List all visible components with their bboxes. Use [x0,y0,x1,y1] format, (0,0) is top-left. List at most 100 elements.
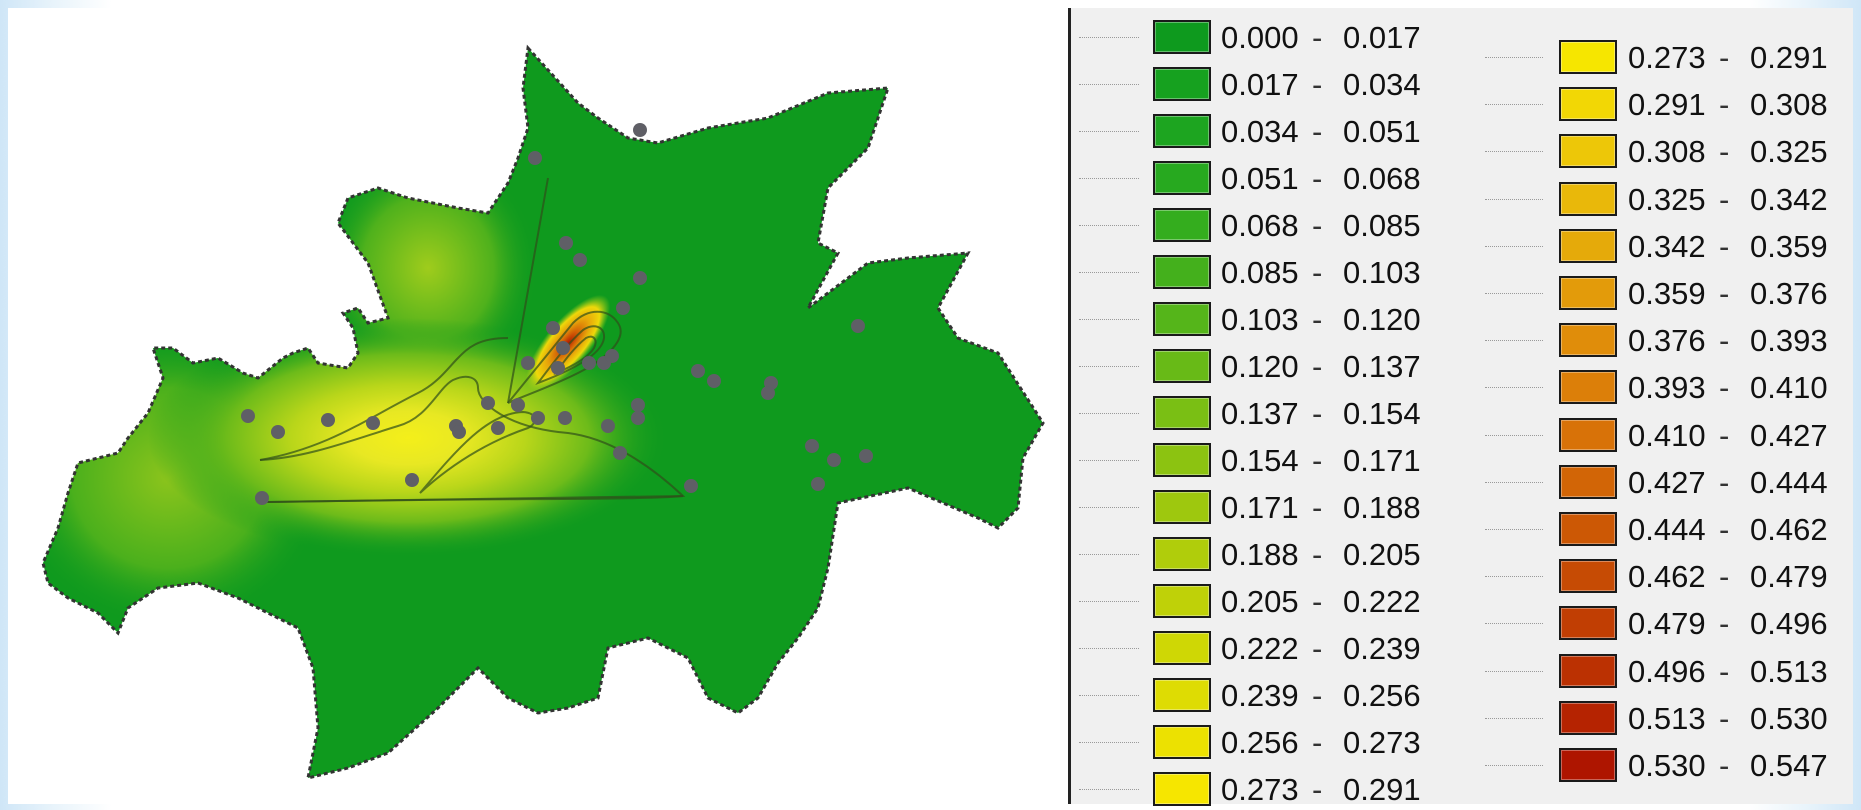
legend-leader-line [1485,623,1543,625]
legend-panel: 0.000-0.017 0.017-0.034 0.034-0.051 0.051-0… [1071,8,1853,807]
legend-item: 0.273-0.291 [1071,38,1853,78]
legend-item: 0.291-0.308 [1071,85,1853,125]
legend-item: 0.393-0.410 [1071,368,1853,408]
sample-point [859,449,873,463]
legend-range-separator: - [1312,302,1323,337]
legend-range-max: 0.051 [1343,114,1421,149]
legend-range-separator: - [1719,323,1730,359]
legend-range-max: 0.291 [1343,772,1421,807]
legend-range-max: 0.291 [1750,40,1828,75]
legend-range-separator: - [1312,114,1323,149]
legend-range-max: 0.479 [1750,559,1828,595]
legend-range-max: 0.171 [1343,443,1421,478]
legend-range-min: 0.530 [1628,748,1706,783]
sample-point [511,398,525,412]
legend-range-max: 0.222 [1343,584,1421,619]
legend-leader-line [1079,554,1139,555]
legend-range-min: 0.154 [1221,443,1299,478]
legend-swatch [1153,631,1211,665]
legend-range-min: 0.496 [1628,653,1706,689]
legend-range-max: 0.325 [1750,134,1828,170]
sample-point [761,386,775,400]
legend-swatch [1153,396,1211,430]
sample-point [582,356,596,370]
sample-point [601,419,615,433]
legend-range-min: 0.034 [1221,114,1299,149]
legend-item: 0.017-0.034 [1071,65,1853,105]
legend-swatch [1559,228,1617,263]
legend-swatch [1559,323,1617,358]
sample-point [241,409,255,423]
legend-range-max: 0.205 [1343,537,1421,572]
legend-swatch [1559,40,1617,74]
contour-line [259,375,686,503]
legend-range-min: 0.120 [1221,349,1299,384]
value-surface [43,48,1043,778]
legend-range-min: 0.376 [1628,323,1706,359]
legend-swatch [1559,370,1617,405]
legend-leader-line [1079,272,1139,273]
legend-range-max: 0.017 [1343,20,1421,55]
legend-swatch [1559,87,1617,122]
legend-swatch [1153,255,1211,289]
contour-line [259,337,509,461]
legend-swatch [1559,417,1617,452]
legend-range-separator: - [1719,748,1730,783]
legend-range-separator: - [1312,208,1323,243]
legend-range-max: 0.188 [1343,490,1421,525]
legend-item: 0.137-0.154 [1071,394,1853,434]
legend-range-separator: - [1312,67,1323,102]
legend-range-separator: - [1312,443,1323,478]
legend-item: 0.205-0.222 [1071,582,1853,622]
legend-range-min: 0.188 [1221,537,1299,572]
legend-range-min: 0.427 [1628,464,1706,500]
legend-swatch [1559,181,1617,216]
legend-swatch [1153,584,1211,618]
legend-item: 0.325-0.342 [1071,180,1853,220]
legend-swatch [1153,114,1211,148]
legend-range-min: 0.462 [1628,559,1706,595]
legend-item: 0.188-0.205 [1071,535,1853,575]
legend-range-separator: - [1719,417,1730,453]
sample-point [546,321,560,335]
sample-point [255,491,269,505]
legend-range-min: 0.017 [1221,67,1299,102]
legend-leader-line [1485,717,1543,719]
legend-leader-line [1485,481,1543,483]
legend-range-min: 0.222 [1221,631,1299,666]
legend-swatch [1153,208,1211,242]
legend-range-separator: - [1312,678,1323,713]
legend-item: 0.239-0.256 [1071,676,1853,716]
legend-item: 0.359-0.376 [1071,274,1853,314]
legend-range-min: 0.085 [1221,255,1299,290]
legend-range-max: 0.513 [1750,653,1828,689]
legend-range-separator: - [1719,87,1730,123]
legend-leader-line [1079,413,1139,414]
legend-swatch [1153,67,1211,101]
legend-range-separator: - [1312,349,1323,384]
sample-point [481,396,495,410]
legend-item: 0.068-0.085 [1071,206,1853,246]
legend-leader-line [1485,104,1543,106]
legend-item: 0.479-0.496 [1071,604,1853,644]
legend-range-separator: - [1312,631,1323,666]
legend-item: 0.120-0.137 [1071,347,1853,387]
legend-item: 0.085-0.103 [1071,253,1853,293]
legend-leader-line [1485,340,1543,342]
legend-range-max: 0.359 [1750,228,1828,264]
legend-range-separator: - [1719,276,1730,311]
legend-leader-line [1485,245,1543,247]
figure-frame: 0.000-0.017 0.017-0.034 0.034-0.051 0.051-0… [8,8,1853,807]
legend-leader-line [1485,434,1543,436]
sample-point [633,123,647,137]
legend-leader-line [1079,601,1139,602]
legend-swatch [1559,653,1617,688]
legend-range-max: 0.103 [1343,255,1421,290]
legend-leader-line [1079,648,1139,649]
legend-swatch [1559,134,1617,169]
sample-points [241,123,873,505]
sample-point [631,398,645,412]
legend-range-max: 0.393 [1750,323,1828,359]
sample-point [551,361,565,375]
legend-leader-line [1485,387,1543,389]
